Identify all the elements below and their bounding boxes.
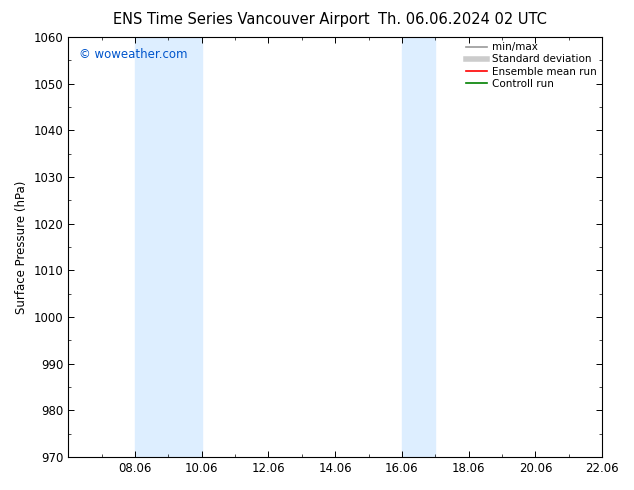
- Text: Th. 06.06.2024 02 UTC: Th. 06.06.2024 02 UTC: [378, 12, 547, 27]
- Legend: min/max, Standard deviation, Ensemble mean run, Controll run: min/max, Standard deviation, Ensemble me…: [466, 42, 597, 89]
- Bar: [135, 37, 202, 457]
- Y-axis label: Surface Pressure (hPa): Surface Pressure (hPa): [15, 180, 28, 314]
- Bar: [402, 37, 436, 457]
- Text: ENS Time Series Vancouver Airport: ENS Time Series Vancouver Airport: [113, 12, 369, 27]
- Text: © woweather.com: © woweather.com: [79, 48, 188, 61]
